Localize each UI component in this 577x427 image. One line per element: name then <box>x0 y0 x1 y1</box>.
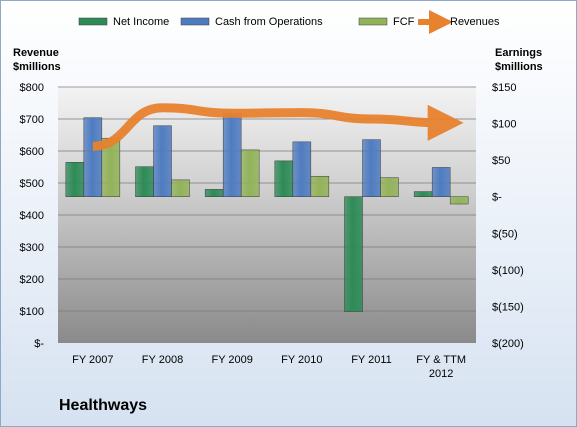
right-tick-label: $(50) <box>492 228 518 240</box>
category-label: FY 2009 <box>211 354 252 366</box>
bar-cash-from-operations <box>83 117 103 197</box>
category-label: FY 2007 <box>72 354 113 366</box>
right-tick-label: $- <box>492 192 502 204</box>
bar-cash-from-operations <box>292 141 312 197</box>
right-tick-label: $(150) <box>492 301 524 313</box>
left-tick-label: $200 <box>20 274 44 286</box>
right-tick-label: $(100) <box>492 265 524 277</box>
left-tick-label: $300 <box>20 242 44 254</box>
category-label: FY 2010 <box>281 354 322 366</box>
category-label: FY 2008 <box>142 354 183 366</box>
legend-label: FCF <box>393 16 415 28</box>
category-label: FY 2011 <box>351 354 392 366</box>
company-title: Healthways <box>59 397 148 414</box>
category-label: FY & TTM <box>416 354 466 366</box>
bar-fcf <box>171 179 190 197</box>
legend-label: Cash from Operations <box>215 16 323 28</box>
revenues-line <box>92 103 464 151</box>
bar-fcf <box>380 177 399 197</box>
right-tick-label: $(200) <box>492 338 524 350</box>
bar-fcf <box>449 196 469 205</box>
left-axis-title: $millions <box>13 61 61 73</box>
left-tick-label: $- <box>34 338 44 350</box>
bar-cash-from-operations <box>222 113 242 197</box>
bar-net-income <box>413 191 433 197</box>
legend-swatch <box>78 17 108 26</box>
right-tick-label: $150 <box>492 82 516 94</box>
legend-label: Revenues <box>450 16 500 28</box>
bar-cash-from-operations <box>431 167 451 197</box>
bar-net-income <box>204 189 224 197</box>
left-tick-label: $700 <box>20 114 44 126</box>
left-tick-label: $500 <box>20 178 44 190</box>
bar-net-income <box>135 166 154 197</box>
category-label: 2012 <box>429 368 453 380</box>
right-axis-title: $millions <box>495 61 543 73</box>
legend-swatch <box>358 17 388 26</box>
bar-fcf <box>310 175 330 197</box>
right-tick-label: $100 <box>492 119 516 131</box>
right-tick-label: $50 <box>492 155 510 167</box>
left-axis-title: Revenue <box>13 47 59 59</box>
bar-fcf <box>240 149 260 197</box>
legend-swatch <box>180 17 210 26</box>
left-tick-label: $400 <box>20 210 44 222</box>
right-axis-title: Earnings <box>495 47 542 59</box>
bar-net-income <box>274 160 294 197</box>
bar-cash-from-operations <box>153 125 172 197</box>
left-tick-label: $600 <box>20 146 44 158</box>
bar-cash-from-operations <box>362 139 381 197</box>
left-tick-label: $100 <box>20 306 44 318</box>
bar-net-income <box>65 162 85 197</box>
left-tick-label: $800 <box>20 82 44 94</box>
bar-net-income <box>344 196 363 312</box>
legend-label: Net Income <box>113 16 169 28</box>
